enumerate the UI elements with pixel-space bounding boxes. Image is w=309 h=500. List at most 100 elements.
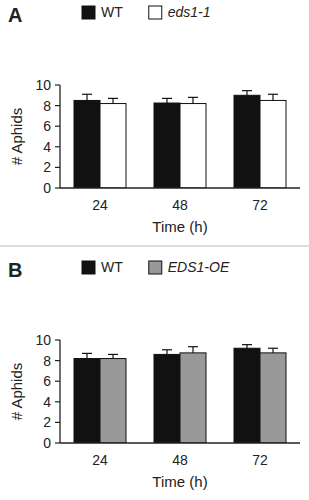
error-cap <box>162 98 172 99</box>
bar <box>74 359 100 443</box>
legend-swatch <box>149 6 162 19</box>
y-tick <box>55 401 60 402</box>
error-cap <box>268 348 278 349</box>
error-whisker <box>112 98 113 103</box>
error-whisker <box>112 354 113 358</box>
y-tick <box>55 167 60 168</box>
bars <box>74 95 286 188</box>
error-bar <box>242 345 252 349</box>
error-bar <box>108 354 118 358</box>
x-tick-label: 72 <box>252 197 268 213</box>
y-tick <box>55 360 60 361</box>
error-whisker <box>86 353 87 358</box>
bars <box>74 348 286 443</box>
legend-label: EDS1-OE <box>168 259 230 275</box>
panel: B0246810# Aphids244872Time (h)WTEDS1-OE <box>8 259 300 490</box>
y-tick-label: 6 <box>43 118 51 134</box>
error-whisker <box>246 91 247 96</box>
y-tick-label: 6 <box>43 373 51 389</box>
error-whisker <box>86 94 87 100</box>
legend-swatch <box>149 261 162 274</box>
bar <box>100 104 126 188</box>
bar <box>100 359 126 443</box>
x-tick-label: 72 <box>252 452 268 468</box>
error-bars <box>82 91 278 104</box>
y-axis-label: # Aphids <box>8 108 25 166</box>
error-whisker <box>166 350 167 355</box>
error-whisker <box>272 348 273 353</box>
y-tick-label: 8 <box>43 353 51 369</box>
x-axis <box>60 187 300 188</box>
panel-label: B <box>8 259 22 281</box>
error-cap <box>162 349 172 350</box>
y-tick-label: 10 <box>35 332 51 348</box>
error-cap <box>188 346 198 347</box>
error-cap <box>242 90 252 91</box>
error-bar <box>162 350 172 355</box>
error-bar <box>268 348 278 353</box>
y-tick <box>55 422 60 423</box>
error-cap <box>108 354 118 355</box>
error-cap <box>108 98 118 99</box>
bar <box>154 354 180 443</box>
y-tick-label: 4 <box>43 394 51 410</box>
error-cap <box>242 344 252 345</box>
x-tick-label: 48 <box>172 197 188 213</box>
error-whisker <box>166 98 167 103</box>
panel: A0246810# Aphids244872Time (h)WTeds1-1 <box>8 4 300 235</box>
error-bar <box>108 98 118 103</box>
y-tick <box>55 146 60 147</box>
error-bar <box>162 98 172 103</box>
error-whisker <box>272 94 273 100</box>
y-tick-label: 8 <box>43 98 51 114</box>
panel-separator <box>0 246 309 247</box>
bar <box>260 100 286 188</box>
bar <box>260 353 286 443</box>
error-cap <box>188 97 198 98</box>
x-axis-label: Time (h) <box>152 473 207 490</box>
y-tick <box>55 339 60 340</box>
y-tick-label: 2 <box>43 159 51 175</box>
bar <box>234 95 260 188</box>
y-tick <box>55 187 60 188</box>
bar <box>180 104 206 188</box>
x-tick-label: 24 <box>92 197 108 213</box>
y-axis-label: # Aphids <box>8 363 25 421</box>
legend-swatch <box>82 6 95 19</box>
x-tick-label: 24 <box>92 452 108 468</box>
error-bar <box>242 91 252 96</box>
legend-label: eds1-1 <box>168 4 211 20</box>
bar <box>154 103 180 188</box>
x-tick-label: 48 <box>172 452 188 468</box>
y-tick <box>55 84 60 85</box>
y-tick-label: 2 <box>43 414 51 430</box>
y-tick-label: 10 <box>35 77 51 93</box>
error-bar <box>188 97 198 103</box>
error-bar <box>82 94 92 100</box>
bar <box>234 348 260 443</box>
y-axis <box>59 340 60 443</box>
y-tick-label: 4 <box>43 139 51 155</box>
x-axis <box>60 442 300 443</box>
error-whisker <box>192 347 193 353</box>
legend-swatch <box>82 261 95 274</box>
y-tick-label: 0 <box>43 435 51 451</box>
panel-label: A <box>8 4 22 26</box>
y-tick <box>55 126 60 127</box>
error-cap <box>82 94 92 95</box>
y-axis <box>59 85 60 188</box>
y-tick <box>55 105 60 106</box>
bar <box>74 100 100 188</box>
error-whisker <box>192 97 193 103</box>
legend-label: WT <box>101 4 123 20</box>
error-bars <box>82 345 278 359</box>
y-tick <box>55 442 60 443</box>
y-tick <box>55 381 60 382</box>
legend-label: WT <box>101 259 123 275</box>
y-tick-label: 0 <box>43 180 51 196</box>
figure: A0246810# Aphids244872Time (h)WTeds1-1B0… <box>0 0 309 500</box>
error-bar <box>268 94 278 100</box>
error-cap <box>82 353 92 354</box>
error-cap <box>268 94 278 95</box>
x-axis-label: Time (h) <box>152 218 207 235</box>
